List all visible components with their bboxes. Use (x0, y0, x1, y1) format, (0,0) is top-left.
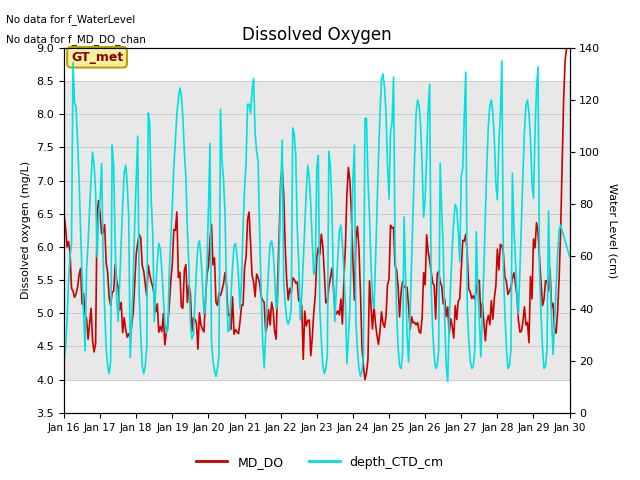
Legend: MD_DO, depth_CTD_cm: MD_DO, depth_CTD_cm (191, 451, 449, 474)
Y-axis label: Water Level (cm): Water Level (cm) (607, 183, 617, 278)
Text: No data for f_MD_DO_chan: No data for f_MD_DO_chan (6, 34, 147, 45)
Text: GT_met: GT_met (71, 51, 123, 64)
Text: No data for f_WaterLevel: No data for f_WaterLevel (6, 14, 136, 25)
Y-axis label: Dissolved oxygen (mg/L): Dissolved oxygen (mg/L) (21, 161, 31, 300)
Bar (64, 81, 570, 380)
Title: Dissolved Oxygen: Dissolved Oxygen (242, 25, 392, 44)
